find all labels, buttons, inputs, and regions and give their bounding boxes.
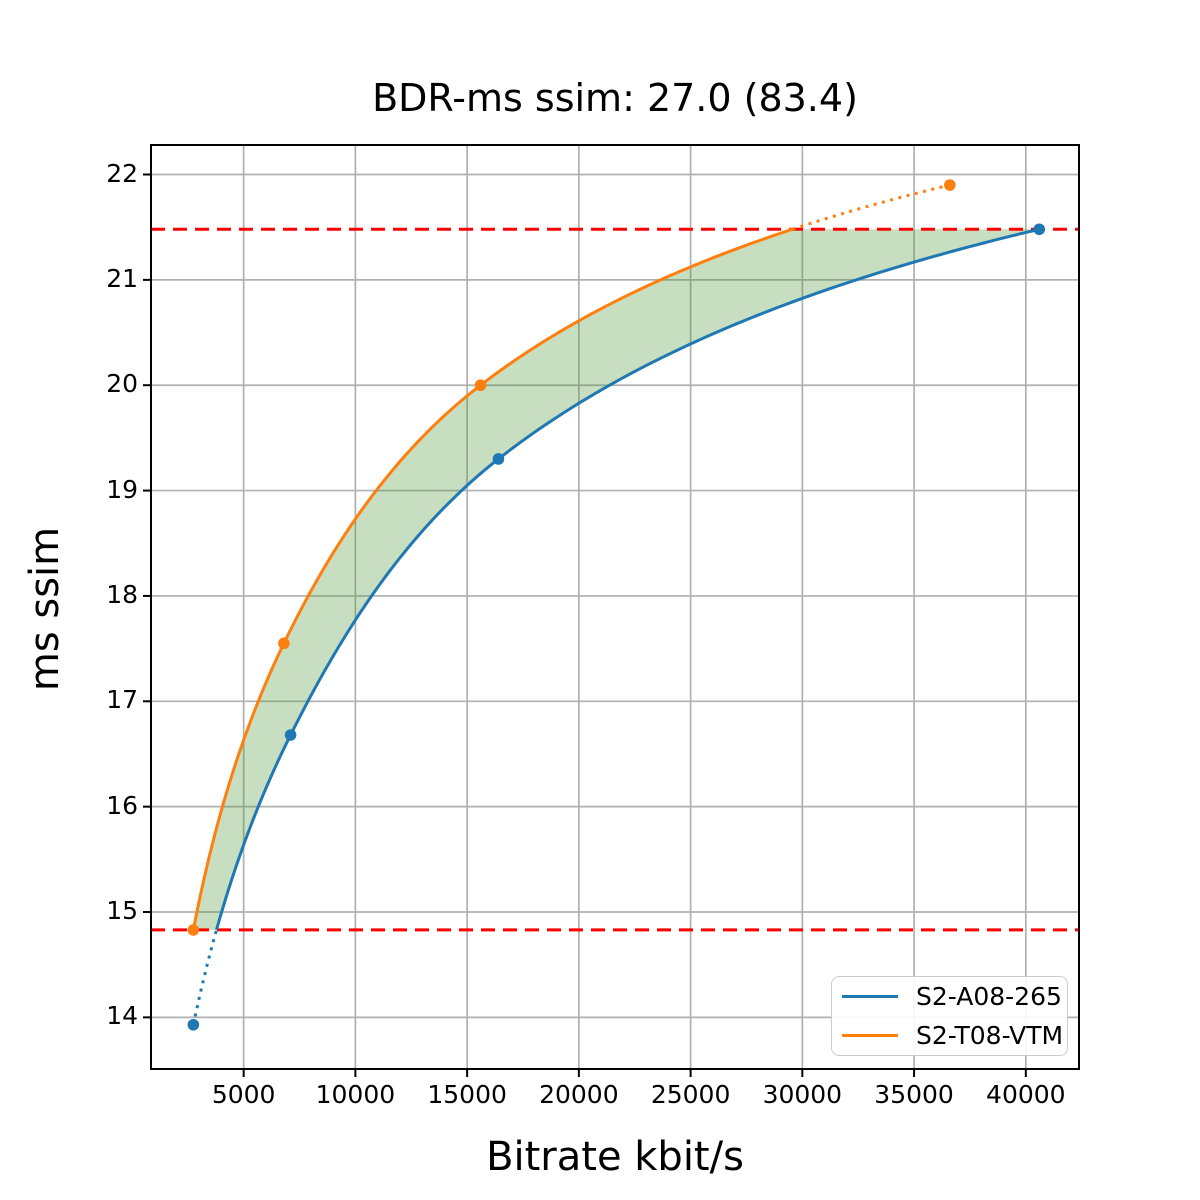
legend-entry: S2-A08-265 (832, 978, 1067, 1016)
data-point-marker (492, 453, 505, 465)
x-axis-label: Bitrate kbit/s (486, 1134, 744, 1180)
y-tick-label: 17 (106, 685, 138, 715)
series-a08-dotted-curve (191, 929, 218, 1026)
y-tick-label: 14 (106, 1001, 138, 1031)
bd-area-fill (193, 229, 1040, 930)
x-tick-label: 20000 (539, 1080, 619, 1109)
data-point-marker (1033, 223, 1046, 236)
x-tick-label: 5000 (211, 1080, 276, 1109)
y-tick-label: 16 (106, 790, 138, 820)
data-point-marker (474, 379, 487, 392)
x-tick-label: 10000 (315, 1080, 396, 1109)
legend-line-sample (842, 1033, 898, 1037)
y-tick-label: 19 (106, 474, 138, 504)
data-point-marker (187, 1018, 200, 1031)
y-axis-label: ms ssim (22, 526, 68, 692)
legend-box: S2-A08-265 S2-T08-VTM (831, 976, 1068, 1056)
y-tick-label: 15 (106, 896, 138, 925)
y-tick-label: 21 (106, 263, 138, 293)
legend-entry: S2-T08-VTM (832, 1016, 1067, 1054)
y-tick-label: 22 (106, 158, 138, 188)
series-a08-curve (215, 227, 1040, 931)
y-tick-label: 18 (106, 579, 138, 609)
legend-label: S2-A08-265 (916, 982, 1062, 1012)
x-tick-label: 35000 (874, 1080, 954, 1109)
y-tick-label: 20 (106, 369, 138, 399)
x-tick-label: 25000 (650, 1080, 731, 1109)
legend-label: S2-T08-VTM (916, 1020, 1064, 1050)
series-vtm-dotted-curve (791, 183, 951, 231)
x-tick-label: 40000 (986, 1080, 1066, 1109)
series-vtm-curve (191, 227, 793, 931)
legend-line-sample (842, 995, 898, 999)
plot-border (150, 144, 1080, 1070)
data-point-marker (278, 637, 290, 650)
data-point-marker (284, 729, 297, 741)
data-point-marker (187, 924, 200, 936)
chart-title: BDR-ms ssim: 27.0 (83.4) (372, 76, 858, 120)
data-point-marker (944, 179, 956, 191)
x-tick-label: 30000 (762, 1080, 843, 1109)
x-tick-label: 15000 (427, 1080, 507, 1109)
